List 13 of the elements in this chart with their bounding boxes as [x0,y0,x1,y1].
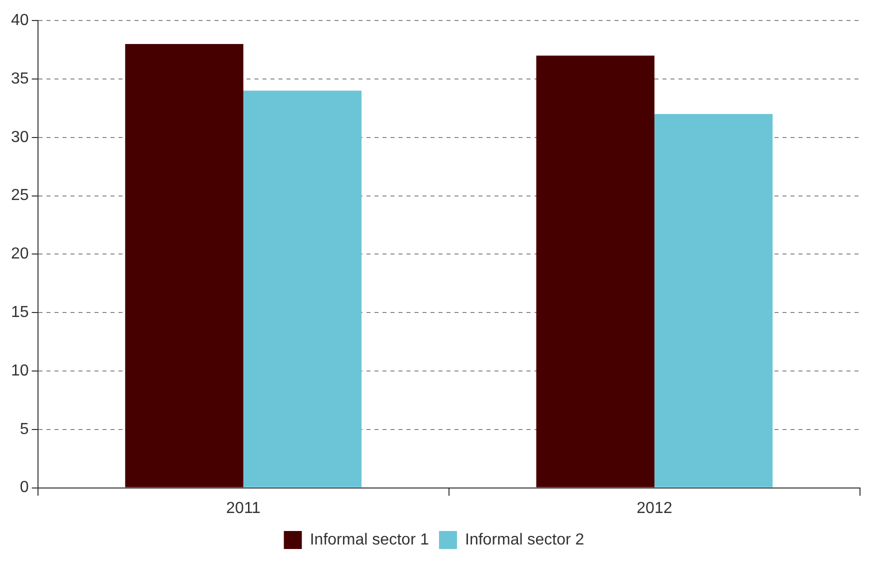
y-tick-label: 20 [11,246,29,263]
legend-label: Informal sector 2 [465,531,584,548]
y-tick-label: 0 [20,479,29,496]
y-tick-label: 5 [20,420,29,438]
y-tick-label: 10 [11,362,29,380]
y-tick-label: 15 [11,304,29,322]
y-tick-label: 25 [11,187,29,204]
legend-label: Informal sector 1 [310,531,430,548]
y-tick-label: 35 [11,70,29,88]
y-tick-label: 40 [11,12,29,30]
y-tick-label: 30 [11,128,29,146]
x-tick-label: 2011 [226,500,261,517]
x-tick-label: 2012 [636,500,672,517]
